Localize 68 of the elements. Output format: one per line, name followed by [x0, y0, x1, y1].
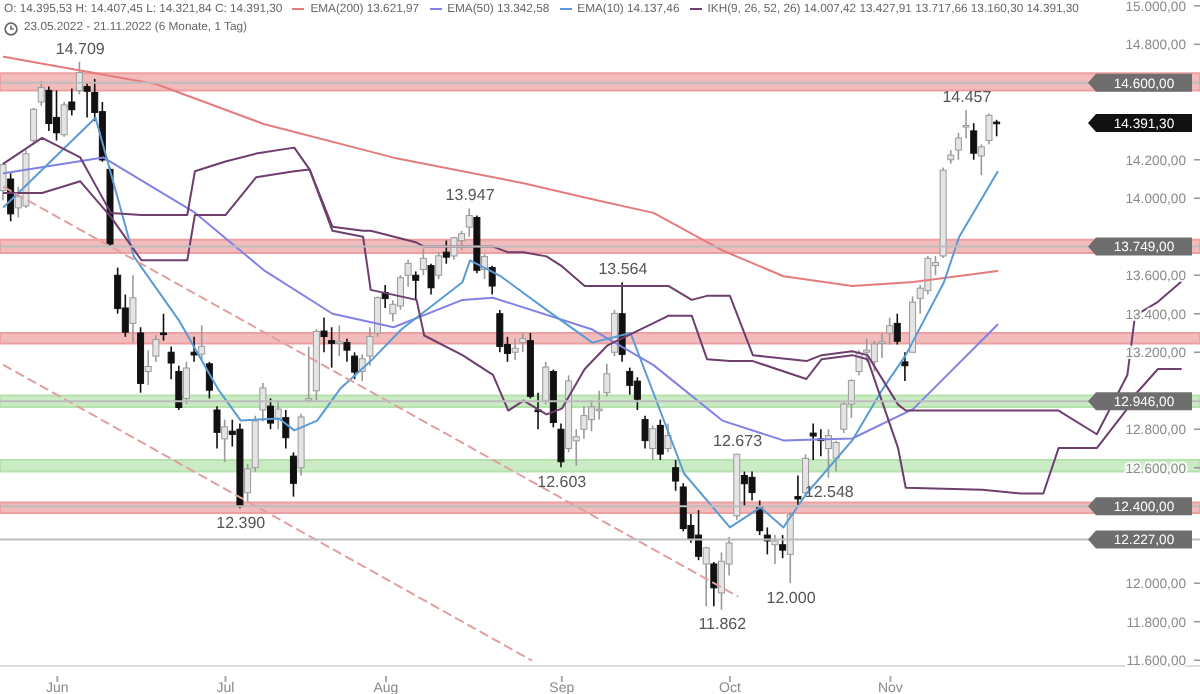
candlestick: [60, 101, 68, 138]
candlestick: [68, 87, 76, 117]
candlestick: [779, 534, 787, 560]
candlestick: [626, 366, 634, 396]
candlestick: [977, 143, 985, 176]
candlestick: [30, 106, 38, 146]
candlestick: [53, 89, 60, 142]
candlestick: [633, 376, 641, 411]
candlestick: [75, 60, 83, 96]
candlestick: [542, 361, 550, 406]
candlestick: [893, 312, 901, 346]
candlestick: [435, 251, 443, 280]
candlestick: [0, 161, 7, 201]
candlestick: [221, 418, 229, 463]
candlestick: [289, 451, 297, 498]
candlestick: [511, 337, 519, 361]
annotation: 13.564: [598, 260, 649, 279]
candlestick: [809, 422, 817, 461]
candlestick: [695, 509, 703, 561]
candlestick: [985, 112, 993, 146]
annotation: 12.390: [216, 513, 267, 532]
candlestick: [802, 453, 810, 496]
candlestick: [496, 309, 504, 354]
candlestick: [641, 414, 649, 450]
candlestick: [190, 336, 198, 363]
candlestick: [213, 405, 221, 450]
candlestick: [198, 324, 206, 361]
candlestick: [442, 239, 450, 265]
candlestick: [335, 324, 343, 357]
candlestick: [748, 470, 756, 502]
annotation: 11.862: [698, 615, 748, 634]
candlestick: [740, 470, 748, 508]
candlestick: [649, 424, 657, 461]
annotation: 14.457: [942, 88, 993, 107]
candlestick: [160, 312, 168, 342]
annotation: 14.709: [55, 39, 106, 58]
candlestick: [488, 264, 496, 296]
candlestick: [557, 422, 565, 468]
line-series: [2, 55, 999, 288]
candlestick: [182, 361, 190, 406]
candlestick: [588, 399, 596, 432]
candlestick: [710, 561, 718, 608]
candlestick: [794, 474, 802, 508]
candlestick: [129, 274, 137, 344]
candlestick: [267, 397, 275, 431]
candlestick: [37, 80, 45, 107]
candlestick: [656, 418, 664, 461]
candlestick: [328, 326, 336, 369]
line-series: [2, 116, 999, 529]
candlestick: [412, 270, 420, 302]
candlestick: [901, 351, 909, 382]
candlestick: [870, 339, 878, 373]
candlestick: [465, 207, 473, 238]
candlestick: [427, 262, 435, 296]
candlestick: [83, 81, 91, 119]
candlestick: [702, 545, 710, 608]
annotation: 12.548: [804, 483, 855, 502]
annotation: 13.947: [445, 186, 496, 205]
annotation: 12.000: [766, 588, 817, 607]
candlestick: [672, 459, 680, 492]
candlestick: [419, 247, 427, 277]
annotation: 12.603: [537, 472, 588, 491]
candlestick: [282, 409, 290, 450]
candlestick: [970, 122, 978, 161]
candlestick: [771, 534, 779, 565]
candlestick: [519, 332, 527, 354]
annotation: 12.673: [713, 431, 764, 450]
candlestick: [664, 422, 672, 454]
